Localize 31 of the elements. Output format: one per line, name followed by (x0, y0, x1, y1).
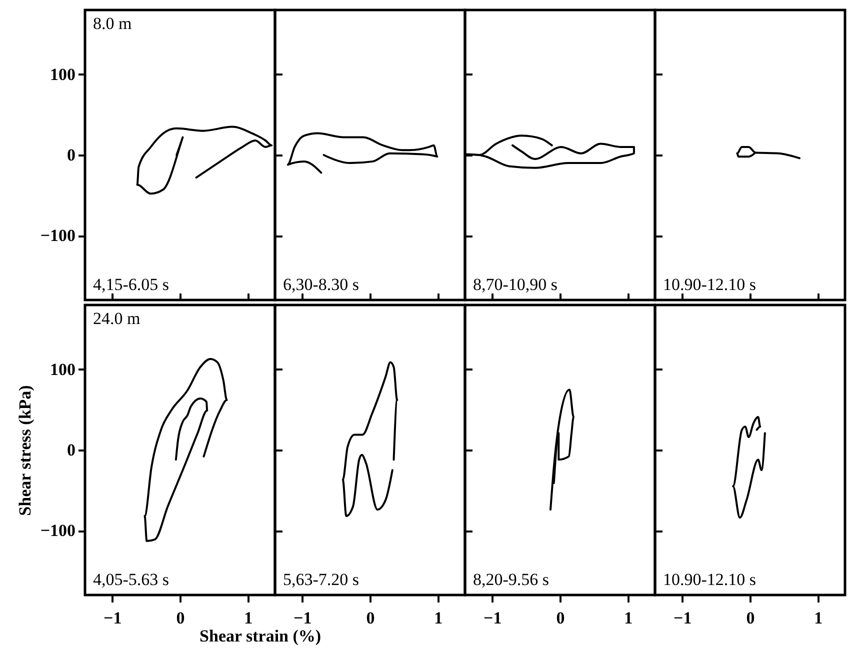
x-tick-label: 1 (244, 608, 253, 628)
y-tick-label: −100 (40, 226, 76, 246)
x-tick-label: 0 (176, 608, 185, 628)
x-tick-label: −1 (294, 608, 312, 628)
x-tick-label: −1 (484, 608, 502, 628)
annotation: 8.0 m (93, 14, 132, 33)
x-tick-label: 0 (366, 608, 375, 628)
x-tick-label: 0 (556, 608, 565, 628)
annotation: 10.90-12.10 s (663, 275, 756, 294)
y-tick-label: 0 (67, 146, 76, 164)
annotation: 6,30-8.30 s (283, 275, 360, 294)
x-tick-label: −1 (104, 608, 122, 628)
annotation: 4,15-6.05 s (93, 275, 170, 294)
line-series (144, 358, 228, 542)
x-tick-label: 1 (624, 608, 633, 628)
annotation: 24.0 m (93, 309, 140, 328)
x-tick-label: 1 (814, 608, 823, 628)
y-tick-label: −100 (40, 521, 76, 540)
annotation: 8,20-9.56 s (473, 570, 550, 589)
annotation: 5,63-7.20 s (283, 570, 360, 589)
y-tick-label: 0 (67, 440, 76, 460)
annotation: 8,70-10,90 s (473, 275, 558, 294)
x-tick-label: 0 (746, 608, 755, 628)
annotation: 4,05-5.63 s (93, 570, 170, 589)
x-tick-label: −1 (674, 608, 692, 628)
y-tick-label: 100 (50, 360, 76, 379)
x-axis-title: Shear strain (%) (200, 626, 322, 646)
annotation: 10.90-12.10 s (663, 570, 756, 589)
x-tick-label: 1 (434, 608, 443, 628)
y-axis-title: Shear stress (kPa) (15, 385, 34, 516)
y-tick-label: 100 (50, 64, 76, 84)
